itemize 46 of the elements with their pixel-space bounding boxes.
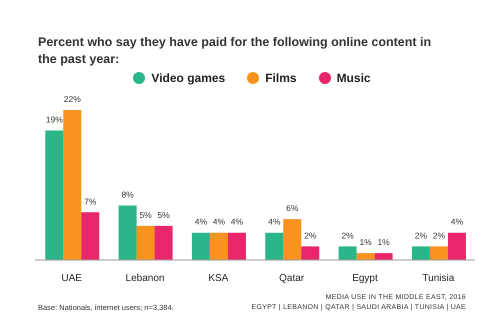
data-label: 4% [268,216,281,227]
bar [154,226,173,260]
chart-title: Percent who say they have paid for the following online content in the past year: [38,34,432,68]
data-label: 2% [304,230,317,240]
data-label: 8% [121,189,134,200]
legend-label: Video games [151,71,226,85]
bar [81,212,100,260]
data-label: 2% [414,230,428,240]
data-label: 5% [157,210,170,220]
bar [430,246,448,260]
bar [228,232,246,260]
data-label: 4% [212,216,226,227]
legend-label: Music [336,71,371,85]
bar [356,253,375,260]
data-label: 1% [377,237,390,248]
x-tick-label: Qatar [279,273,305,284]
x-tick-label: KSA [208,273,229,284]
x-tick-label: Egypt [352,273,378,284]
x-tick-label: Tunisia [422,273,455,284]
bar [265,232,284,260]
bar [45,130,64,260]
bar [136,226,155,260]
data-label: 4% [450,216,464,227]
bar [301,246,320,260]
bar [448,232,466,260]
x-tick-label: Lebanon [126,273,164,284]
legend-label: Films [265,71,297,85]
bar [118,205,137,260]
bar [210,232,228,260]
data-label: 5% [139,210,152,220]
bar [374,253,393,260]
data-label: 1% [359,237,372,248]
bar [192,232,210,260]
data-label: 19% [46,114,64,124]
data-label: 2% [341,230,354,240]
data-label: 6% [286,203,299,214]
bar [63,110,82,260]
bar [338,246,357,260]
data-label: 4% [230,216,244,227]
x-tick-label: UAE [61,273,82,284]
data-label: 4% [194,216,208,227]
data-label: 7% [84,196,97,206]
data-label: 22% [64,94,82,104]
bar [412,246,430,260]
data-label: 2% [432,230,446,240]
bar [283,219,302,260]
